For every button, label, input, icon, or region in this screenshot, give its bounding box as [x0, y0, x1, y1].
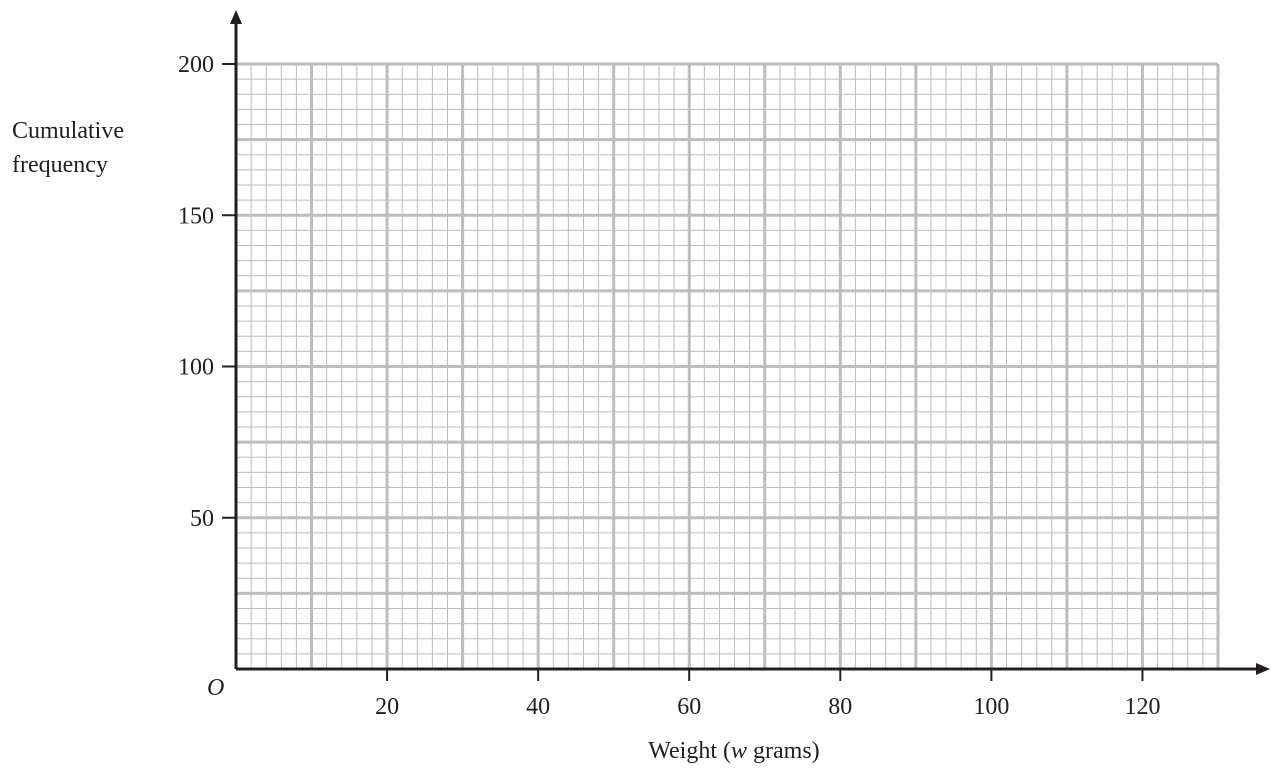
x-tick-label: 20: [375, 694, 399, 720]
x-tick-label: 80: [828, 694, 852, 720]
x-tick-label: 40: [526, 694, 550, 720]
y-axis-label-line-2: frequency: [12, 152, 108, 178]
x-axis-label: Weight (w grams): [648, 738, 819, 764]
y-tick-label: 200: [178, 52, 214, 78]
x-axis-arrowhead: [1256, 663, 1270, 675]
tick-marks: [222, 63, 1144, 681]
x-axis-label-suffix: grams): [747, 738, 820, 764]
y-tick-label: 100: [178, 355, 214, 381]
x-axis-label-variable: w: [731, 738, 747, 764]
x-tick-label: 60: [677, 694, 701, 720]
tick-labels: 20 40 60 80 100 120 50 100 150 200: [178, 52, 1160, 720]
x-tick-label: 100: [973, 694, 1009, 720]
major-grid: [236, 62, 1220, 669]
axes: [230, 10, 1270, 675]
x-tick-label: 120: [1124, 694, 1160, 720]
origin-label: O: [207, 675, 224, 701]
x-axis-label-prefix: Weight (: [648, 738, 731, 764]
y-axis-arrowhead: [230, 10, 242, 24]
y-axis-label-line-1: Cumulative: [12, 118, 124, 144]
y-tick-label: 150: [178, 203, 214, 229]
y-tick-label: 50: [190, 506, 214, 532]
